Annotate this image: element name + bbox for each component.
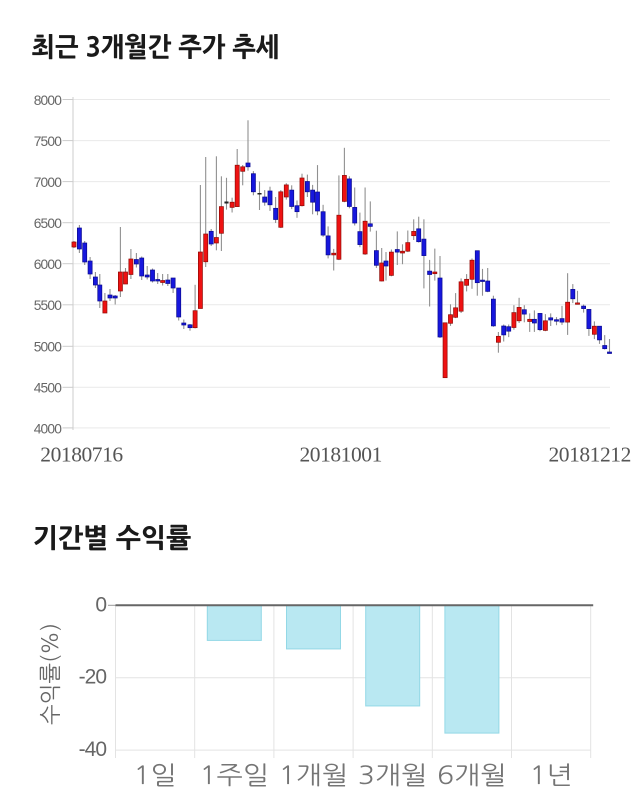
svg-text:5500: 5500 (34, 298, 63, 313)
svg-text:6500: 6500 (34, 216, 63, 231)
svg-text:0: 0 (95, 593, 106, 616)
svg-text:4500: 4500 (34, 381, 63, 396)
svg-text:-40: -40 (79, 738, 107, 761)
svg-text:20180716: 20180716 (40, 443, 123, 467)
svg-text:4000: 4000 (34, 421, 63, 436)
svg-text:6000: 6000 (34, 257, 63, 272)
svg-text:-20: -20 (79, 666, 107, 689)
svg-text:7500: 7500 (34, 134, 63, 149)
svg-text:20181212: 20181212 (548, 443, 630, 467)
svg-text:7000: 7000 (34, 175, 63, 190)
svg-text:5000: 5000 (34, 340, 63, 355)
svg-text:20181001: 20181001 (299, 443, 381, 467)
svg-text:8000: 8000 (34, 93, 63, 108)
